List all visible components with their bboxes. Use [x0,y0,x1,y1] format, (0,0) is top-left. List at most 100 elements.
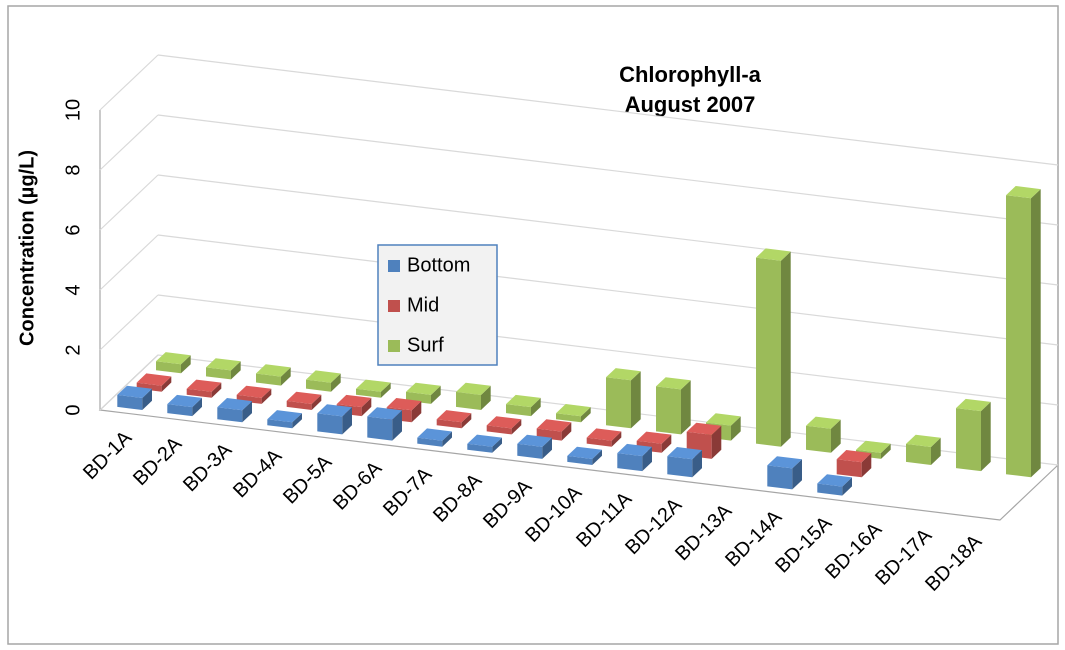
bar-front [367,416,393,441]
y-tick-label: 0 [62,404,84,415]
bar-front [906,443,931,465]
bar-side [211,382,222,398]
bar-front [217,407,243,423]
bar-front [817,483,843,496]
bar-side [642,446,652,472]
bar-side [561,422,572,441]
legend-swatch [388,300,400,312]
chart-subtitle: August 2007 [625,92,756,117]
grid-line [99,354,159,411]
bar-side [581,407,591,423]
y-tick-label: 8 [62,164,84,175]
bar-side [831,419,841,453]
bar-side [661,434,672,453]
bar-side [861,453,872,478]
bar-front [667,456,693,478]
bar-front [156,361,181,374]
bar-side [492,437,502,453]
bar-top [586,428,622,441]
grid-line [157,174,1059,286]
bar-side [142,388,152,410]
bar-side [481,385,491,410]
bar-top [556,404,591,417]
bar [906,434,941,465]
y-axis-label: Concentration (µg/L) [16,150,38,346]
bar [317,404,352,435]
bar [406,382,441,404]
bar-top [686,422,722,435]
bar [667,447,702,478]
bar-front [256,373,281,386]
bar-top [356,379,391,392]
bar-side [731,416,741,441]
bar-top [367,407,402,420]
bar [306,370,341,392]
bar-top [767,456,802,469]
bar [436,410,472,429]
legend-label: Bottom [407,254,470,276]
bar-top [436,410,472,423]
bar-front [586,437,612,447]
bar [1006,186,1041,478]
bar-side [381,382,391,398]
bar-side [331,373,341,392]
bar [467,434,502,453]
y-tick-label: 2 [62,344,84,355]
bar-front [806,425,831,453]
bar-side [292,413,302,429]
y-tick-label: 6 [62,224,84,235]
bar-side [361,397,372,417]
bar-side [261,388,272,404]
bar-front [456,391,481,410]
bar-side [981,401,991,472]
bar-top [667,447,702,460]
bar [117,385,152,410]
bar-front [186,388,212,398]
bar-top [267,410,302,423]
bar-front [136,382,162,392]
bar [767,456,802,490]
grid-line [157,54,1059,166]
bar [606,368,641,429]
grid-line [157,294,1059,406]
bar-side [311,394,322,410]
bar-top [386,398,422,411]
bar [136,373,172,392]
bar-side [611,431,622,447]
bar [517,434,552,459]
bar [556,404,591,423]
bar-top [456,382,491,395]
bar-top [417,428,452,441]
bar [656,377,691,435]
bar [817,474,852,496]
bar-side [392,410,402,441]
bar-side [281,367,291,386]
bar-front [286,400,312,410]
bar-top [486,416,522,429]
bar-top [186,379,222,392]
bar [267,410,302,429]
bar-side [531,397,541,417]
bar-front [356,388,381,398]
bar-top [806,416,841,429]
bar-top [567,446,602,459]
bar [506,394,541,417]
bar-side [1031,189,1041,478]
bar-side [231,361,241,380]
bar-front [767,465,793,490]
bar-front [417,437,443,447]
legend-label: Surf [407,334,444,356]
bar [956,398,991,472]
bar-side [631,371,641,429]
bar-top [506,394,541,408]
bar-front [617,453,643,472]
bar-top [117,385,152,398]
bar-side [681,380,691,435]
bar-top [217,398,252,411]
legend-swatch [388,340,400,352]
bar [206,358,241,380]
bar [456,382,491,410]
bar-front [167,404,193,417]
y-tick-label: 4 [62,284,84,295]
bar-side [181,355,191,374]
